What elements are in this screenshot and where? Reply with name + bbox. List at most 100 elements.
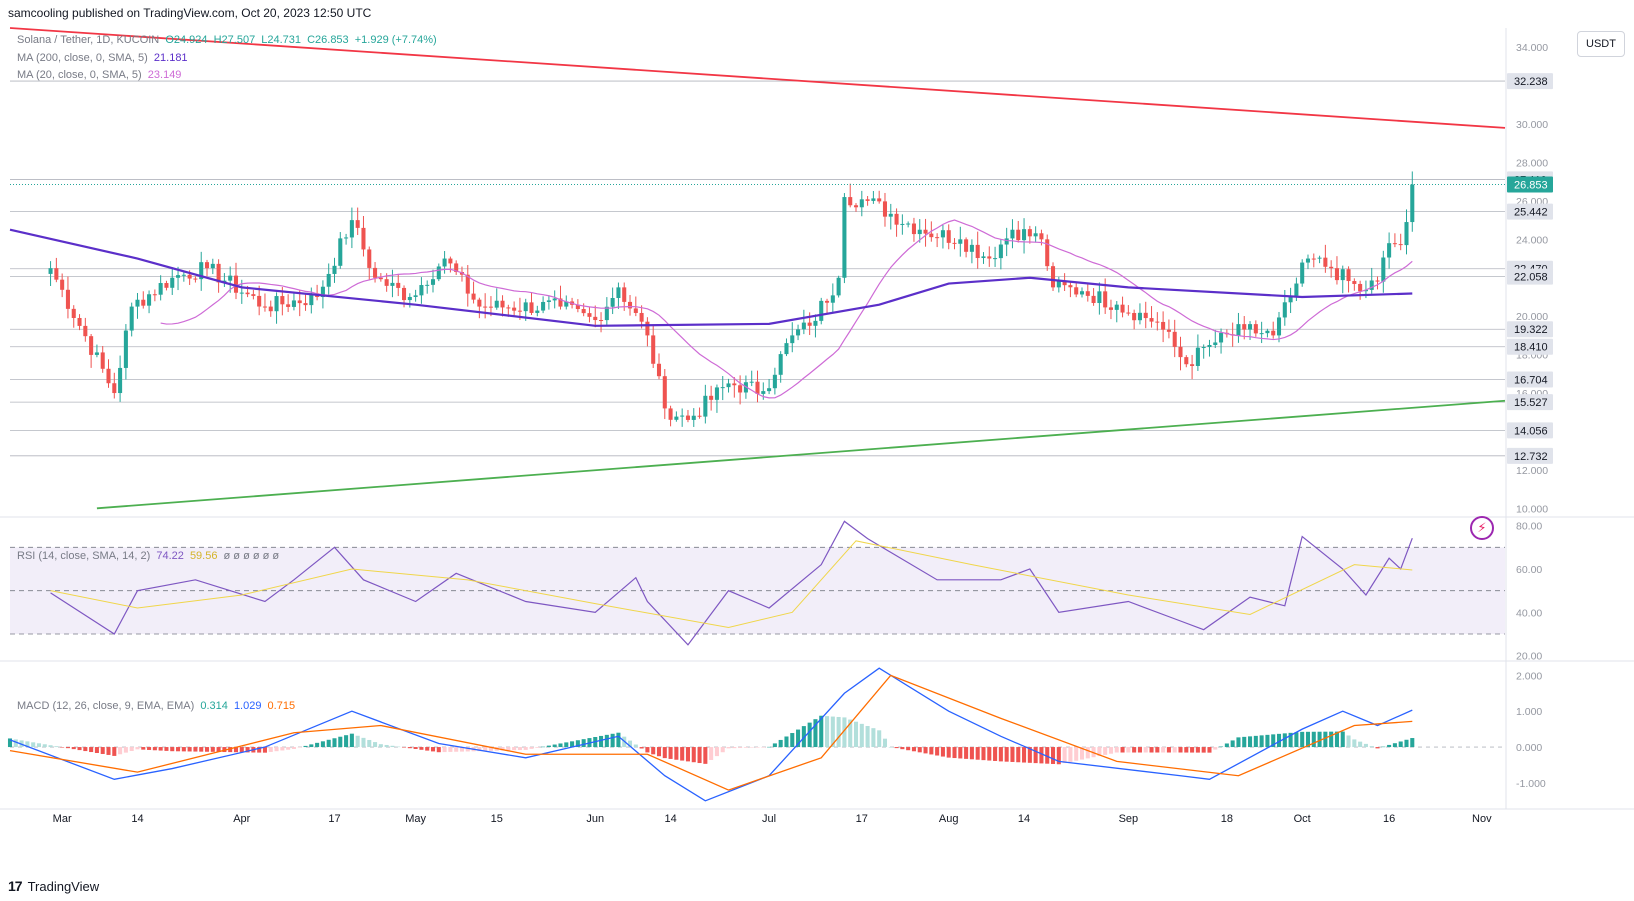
candle-body xyxy=(1155,321,1160,323)
macd-histogram-bar xyxy=(1039,747,1044,764)
macd-histogram-bar xyxy=(1242,736,1247,748)
macd-histogram-bar xyxy=(315,742,320,748)
tradingview-logo[interactable]: 17 TradingView xyxy=(8,878,99,894)
candle-body xyxy=(964,239,969,252)
macd-histogram-bar xyxy=(1010,747,1015,762)
macd-histogram-bar xyxy=(1375,747,1380,749)
macd-histogram-bar xyxy=(303,745,308,748)
price-level-tag xyxy=(1507,371,1553,388)
candle-body xyxy=(1050,266,1056,288)
candle-body xyxy=(1039,233,1044,240)
candle-body xyxy=(320,286,325,297)
ma200-legend: MA (200, close, 0, SMA, 5) 21.181 xyxy=(17,52,191,64)
candle-body xyxy=(1004,238,1009,245)
open-value: O24.924 xyxy=(165,34,208,46)
macd-histogram-bar xyxy=(1172,747,1177,753)
candle-body xyxy=(1132,312,1137,321)
candle-body xyxy=(199,262,204,280)
candle-body xyxy=(952,242,957,244)
rsi-line xyxy=(50,520,1413,646)
candle-body xyxy=(1126,312,1131,314)
candle-body xyxy=(552,298,557,301)
candle-body xyxy=(1334,268,1339,281)
time-tick-label: Mar xyxy=(53,813,72,825)
macd-histogram-bar xyxy=(969,747,974,760)
macd-histogram-bar xyxy=(830,716,835,748)
macd-value: 1.029 xyxy=(233,700,262,712)
macd-histogram-bar xyxy=(946,747,951,758)
price-level-tag-label: 15.527 xyxy=(1514,397,1548,409)
candle-body xyxy=(1271,330,1276,336)
price-tick-label: 24.000 xyxy=(1516,234,1548,246)
macd-histogram-bar xyxy=(1300,731,1305,748)
time-tick-label: 17 xyxy=(856,813,868,825)
macd-histogram-bar xyxy=(384,744,389,748)
macd-histogram-bar xyxy=(755,747,760,748)
currency-button[interactable]: USDT xyxy=(1577,31,1625,57)
candle-body xyxy=(500,300,505,308)
macd-histogram-bar xyxy=(790,733,795,748)
candle-body xyxy=(1305,258,1311,263)
macd-histogram-bar xyxy=(164,747,169,751)
macd-histogram-bar xyxy=(517,747,522,751)
candle-body xyxy=(477,299,482,307)
candle-body xyxy=(1161,321,1166,330)
candle-body xyxy=(204,262,210,269)
macd-histogram-bar xyxy=(859,723,864,748)
macd-histogram-bar xyxy=(743,747,748,748)
time-tick-label: Nov xyxy=(1472,813,1492,825)
macd-histogram-bar xyxy=(106,747,111,755)
macd-histogram-bar xyxy=(71,747,76,750)
macd-histogram-bar xyxy=(77,747,82,751)
high-value: H27.507 xyxy=(213,34,256,46)
candle-body xyxy=(888,213,893,217)
macd-histogram-bar xyxy=(604,734,609,748)
candle-body xyxy=(929,233,934,238)
macd-histogram-bar xyxy=(31,742,36,748)
macd-histogram-bar xyxy=(1248,736,1253,748)
price-level-tag-label: 18.410 xyxy=(1514,342,1548,354)
time-tick-label: Apr xyxy=(233,813,250,825)
candle-body xyxy=(291,300,296,307)
candle-body xyxy=(488,306,493,308)
macd-histogram-bar xyxy=(1108,747,1113,754)
candle-body xyxy=(813,320,818,326)
macd-histogram-bar xyxy=(448,747,453,752)
macd-histogram-bar xyxy=(332,738,337,748)
candle-body xyxy=(344,237,349,239)
rsi-label: RSI (14, close, SMA, 14, 2) xyxy=(17,550,151,562)
macd-histogram-bar xyxy=(1149,747,1154,753)
ma200-value: 21.181 xyxy=(153,52,188,64)
candle-body xyxy=(1346,269,1351,282)
candle-body xyxy=(233,275,239,293)
macd-histogram-bar xyxy=(89,747,94,753)
macd-histogram-bar xyxy=(1410,738,1415,748)
candle-body xyxy=(1137,312,1142,321)
price-tick-label: 28.000 xyxy=(1516,157,1548,169)
candle-body xyxy=(627,301,633,309)
price-level-tag xyxy=(1507,447,1553,464)
ma200-label: MA (200, close, 0, SMA, 5) xyxy=(17,52,148,64)
macd-histogram-bar xyxy=(1346,735,1351,748)
candle-body xyxy=(1033,233,1038,237)
macd-histogram-bar xyxy=(338,736,343,748)
price-level-tag xyxy=(1507,203,1553,220)
candle-body xyxy=(1108,307,1113,310)
candle-body xyxy=(141,299,146,306)
candle-body xyxy=(407,296,412,301)
candle-body xyxy=(1085,291,1090,296)
macd-histogram-bar xyxy=(135,747,140,750)
candle-body xyxy=(349,220,354,238)
price-level-tag xyxy=(1507,338,1553,355)
candle-body xyxy=(210,263,215,269)
candle-body xyxy=(767,388,772,392)
candle-body xyxy=(836,277,841,296)
macd-histogram-bar xyxy=(60,747,65,748)
macd-histogram-bar xyxy=(291,747,296,749)
lightning-icon[interactable]: ⚡ xyxy=(1470,516,1494,540)
candle-body xyxy=(894,213,899,225)
macd-histogram-bar xyxy=(906,747,911,751)
candle-body xyxy=(1091,295,1096,304)
time-tick-label: Aug xyxy=(939,813,959,825)
